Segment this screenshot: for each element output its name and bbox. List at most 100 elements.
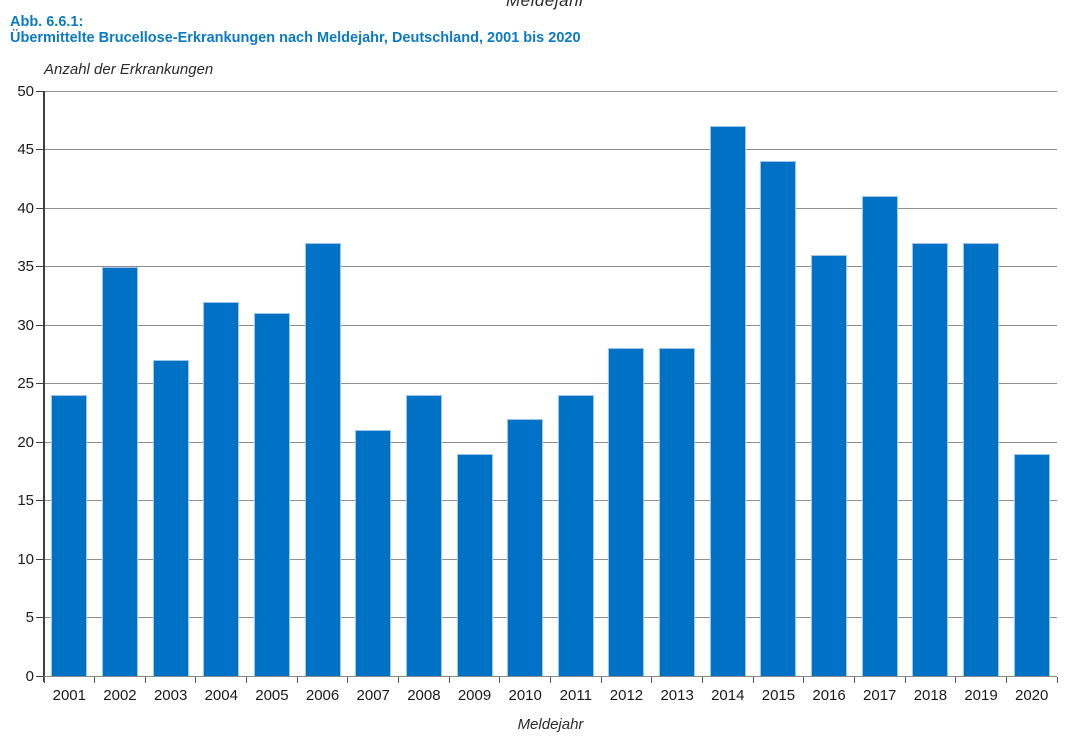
- bar-2009: [456, 453, 493, 676]
- x-axis-label-2002: 2002: [103, 687, 137, 704]
- x-axis-label-2014: 2014: [711, 687, 745, 704]
- x-axis-tick-10: [550, 677, 551, 683]
- gridline-y-15: [44, 500, 1057, 501]
- bar-2011: [557, 395, 594, 676]
- x-axis-label-2013: 2013: [660, 687, 694, 704]
- x-axis-tick-15: [803, 677, 805, 683]
- bar-2013: [659, 348, 696, 676]
- x-axis-tick-13: [701, 677, 703, 683]
- x-axis-tick-0: [43, 677, 45, 683]
- x-axis-label-2005: 2005: [255, 687, 289, 704]
- y-axis-label-25: 25: [17, 375, 34, 392]
- y-axis-tick-15: [36, 500, 43, 501]
- bar-2002: [101, 266, 138, 676]
- y-axis-tick-10: [36, 558, 43, 560]
- y-axis-tick-20: [36, 441, 43, 443]
- y-axis-title: Anzahl der Erkrankungen: [44, 61, 214, 78]
- x-axis-label-2006: 2006: [305, 687, 340, 704]
- x-axis-label-2001: 2001: [52, 687, 86, 704]
- bar-2019: [963, 243, 1000, 676]
- bar-2005: [253, 313, 290, 676]
- bar-2006: [304, 243, 341, 676]
- x-axis-tick-4: [246, 677, 248, 683]
- x-axis-label-2011: 2011: [559, 687, 592, 704]
- gridline-y-35: [44, 266, 1057, 267]
- y-axis-tick-45: [36, 149, 43, 150]
- y-axis-label-35: 35: [17, 258, 34, 275]
- x-axis-tick-14: [752, 677, 754, 683]
- y-axis-line: [43, 91, 45, 682]
- y-axis-tick-0: [36, 675, 43, 677]
- x-axis-tick-20: [1056, 677, 1058, 683]
- y-axis-tick-30: [36, 324, 43, 326]
- bar-2003: [152, 360, 189, 676]
- x-axis-tick-17: [904, 677, 906, 683]
- figure-title: Übermittelte Brucellose-Erkrankungen nac…: [10, 30, 581, 46]
- gridline-y-10: [44, 558, 1057, 560]
- bar-2007: [355, 430, 392, 676]
- gridline-y-45: [44, 149, 1057, 150]
- x-axis-tick-12: [651, 677, 653, 683]
- x-axis-tick-2: [144, 677, 146, 683]
- figure-number-label: Abb. 6.6.1:: [10, 14, 84, 30]
- x-axis-tick-1: [94, 677, 96, 683]
- bar-2016: [811, 254, 848, 676]
- bar-chart-plot-area: [36, 90, 1058, 683]
- gridline-y-20: [44, 441, 1057, 443]
- y-axis-label-15: 15: [17, 492, 34, 509]
- bar-2001: [51, 395, 88, 676]
- x-axis-tick-16: [853, 677, 855, 683]
- y-axis-label-30: 30: [17, 316, 34, 334]
- x-axis-title: Meldejahr: [517, 716, 584, 733]
- x-axis-label-2020: 2020: [1014, 687, 1049, 704]
- y-axis-label-10: 10: [17, 550, 34, 568]
- bar-2010: [507, 418, 544, 676]
- x-axis-tick-7: [398, 677, 400, 683]
- bar-2008: [405, 395, 442, 676]
- gridline-y-40: [44, 207, 1057, 209]
- bar-2015: [760, 161, 797, 676]
- gridline-y-5: [44, 617, 1057, 618]
- x-axis-line: [44, 676, 1057, 677]
- y-axis-tick-35: [36, 266, 43, 267]
- y-axis-tick-5: [36, 617, 43, 618]
- y-axis-label-45: 45: [17, 141, 34, 158]
- x-axis-label-2016: 2016: [812, 687, 846, 704]
- clipped-axis-title-above: Meldejahr: [506, 0, 586, 10]
- x-axis-label-2010: 2010: [508, 687, 542, 704]
- bar-2018: [912, 243, 949, 676]
- gridline-y-50: [44, 90, 1057, 92]
- gridline-y-25: [44, 383, 1057, 384]
- bar-2020: [1013, 453, 1050, 676]
- bar-2004: [203, 301, 240, 676]
- x-axis-tick-19: [1005, 677, 1007, 683]
- x-axis-label-2018: 2018: [913, 687, 948, 704]
- y-axis-label-40: 40: [17, 199, 34, 217]
- y-axis-tick-40: [36, 207, 43, 209]
- x-axis-label-2007: 2007: [356, 687, 390, 704]
- y-axis-tick-25: [36, 383, 43, 384]
- x-axis-tick-8: [448, 677, 450, 683]
- y-axis-label-0: 0: [25, 667, 34, 685]
- gridline-y-30: [44, 324, 1057, 326]
- x-axis-tick-18: [955, 677, 957, 683]
- y-axis-label-50: 50: [17, 82, 34, 100]
- y-axis-label-20: 20: [17, 433, 34, 451]
- x-axis-label-2019: 2019: [964, 687, 998, 704]
- x-axis-label-2009: 2009: [457, 687, 492, 704]
- x-axis-label-2015: 2015: [761, 687, 796, 704]
- x-axis-label-2017: 2017: [863, 687, 897, 704]
- x-axis-label-2012: 2012: [609, 687, 644, 704]
- x-axis-label-2008: 2008: [407, 687, 441, 704]
- x-axis-label-2003: 2003: [153, 687, 188, 704]
- y-axis-label-5: 5: [25, 609, 34, 626]
- y-axis-tick-50: [36, 90, 43, 92]
- x-axis-tick-5: [296, 677, 298, 683]
- bar-2014: [709, 126, 746, 676]
- x-axis-label-2004: 2004: [204, 687, 238, 704]
- bar-2012: [608, 348, 645, 676]
- x-axis-tick-11: [600, 677, 602, 683]
- x-axis-tick-3: [195, 677, 197, 683]
- x-axis-tick-9: [499, 677, 501, 683]
